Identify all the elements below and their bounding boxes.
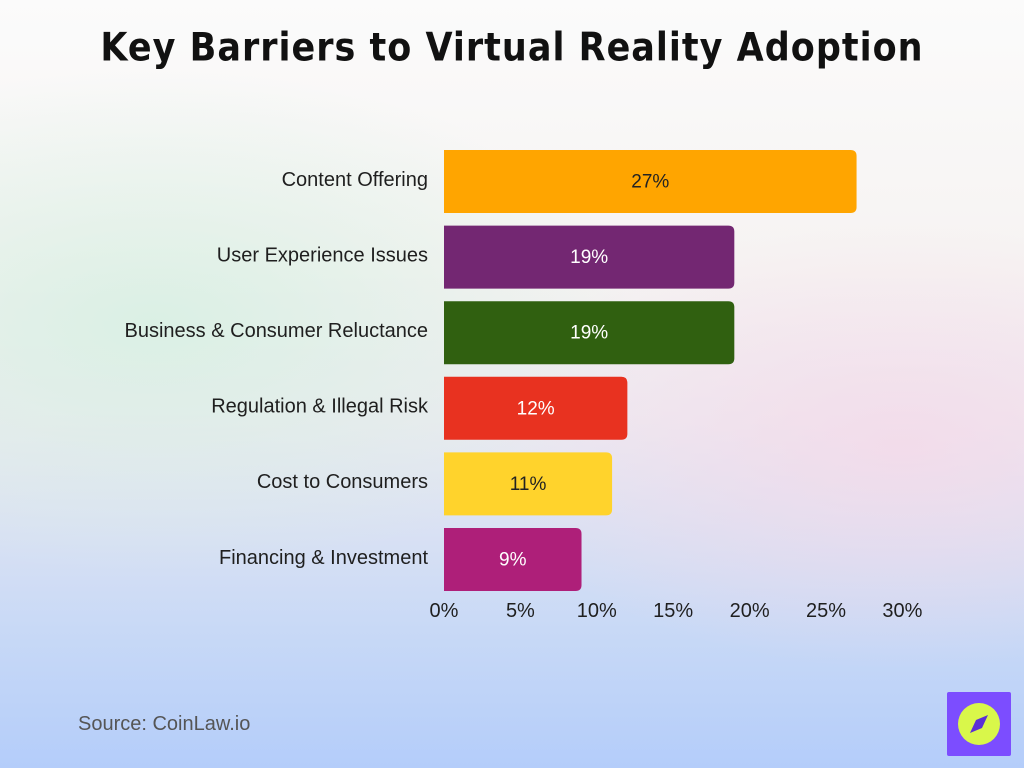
- brand-logo: [947, 692, 1011, 756]
- bar-3: [444, 376, 628, 440]
- data-label: 12%: [517, 398, 555, 419]
- bar-0: [444, 150, 857, 213]
- category-label: Regulation & Illegal Risk: [211, 396, 429, 418]
- category-label: Business & Consumer Reluctance: [125, 320, 428, 342]
- x-tick-label: 30%: [882, 600, 922, 622]
- category-label: Financing & Investment: [219, 547, 428, 569]
- data-label: 19%: [570, 323, 608, 344]
- data-label: 19%: [570, 247, 608, 268]
- bar-2: [444, 301, 735, 365]
- bar-1: [444, 225, 735, 289]
- category-label: User Experience Issues: [217, 244, 428, 266]
- chart-title: Key Barriers to Virtual Reality Adoption: [100, 25, 924, 71]
- data-label: 27%: [631, 172, 669, 193]
- bar-4: [444, 452, 613, 516]
- bar-5: [444, 528, 582, 591]
- data-label: 11%: [510, 474, 547, 495]
- data-label: 9%: [499, 550, 527, 571]
- x-tick-label: 10%: [577, 600, 617, 622]
- x-tick-label: 25%: [806, 600, 846, 622]
- source-caption: Source: CoinLaw.io: [78, 713, 251, 735]
- x-tick-label: 15%: [653, 600, 693, 622]
- category-label: Content Offering: [282, 169, 428, 191]
- x-tick-label: 5%: [506, 600, 535, 622]
- x-tick-label: 20%: [730, 600, 770, 622]
- compass-icon: [958, 703, 1000, 745]
- x-tick-label: 0%: [430, 600, 459, 622]
- category-label: Cost to Consumers: [257, 471, 428, 493]
